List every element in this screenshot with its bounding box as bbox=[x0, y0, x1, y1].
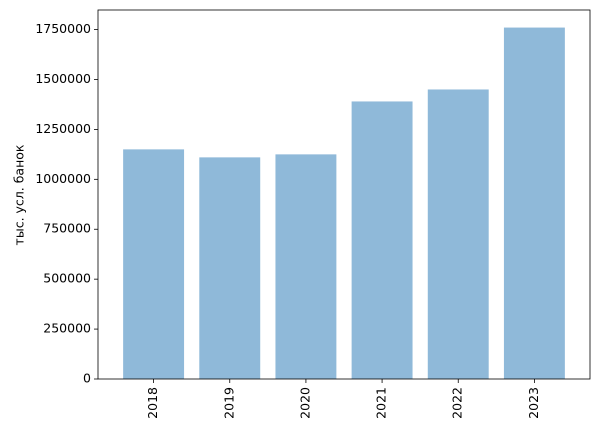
x-tick-label: 2018 bbox=[145, 387, 160, 419]
bar bbox=[351, 101, 413, 380]
bar bbox=[199, 157, 261, 379]
y-tick-label: 500000 bbox=[43, 271, 91, 286]
y-tick-label: 1250000 bbox=[35, 121, 91, 136]
x-tick-label: 2023 bbox=[526, 387, 541, 419]
bar bbox=[427, 89, 489, 380]
x-tick-label: 2019 bbox=[221, 387, 236, 419]
y-tick-label: 1000000 bbox=[35, 171, 91, 186]
y-tick-label: 1500000 bbox=[35, 71, 91, 86]
y-axis-label: тыс. усл. банок bbox=[12, 144, 27, 245]
y-tick-label: 750000 bbox=[43, 221, 91, 236]
x-tick-label: 2021 bbox=[374, 387, 389, 419]
x-tick-label: 2020 bbox=[297, 387, 312, 419]
bar bbox=[275, 154, 337, 379]
y-tick-label: 0 bbox=[83, 371, 91, 386]
y-tick-label: 1750000 bbox=[35, 21, 91, 36]
bar bbox=[503, 27, 565, 379]
y-tick-label: 250000 bbox=[43, 321, 91, 336]
x-tick-label: 2022 bbox=[450, 387, 465, 419]
bar bbox=[123, 149, 185, 379]
plot-frame bbox=[97, 9, 591, 380]
